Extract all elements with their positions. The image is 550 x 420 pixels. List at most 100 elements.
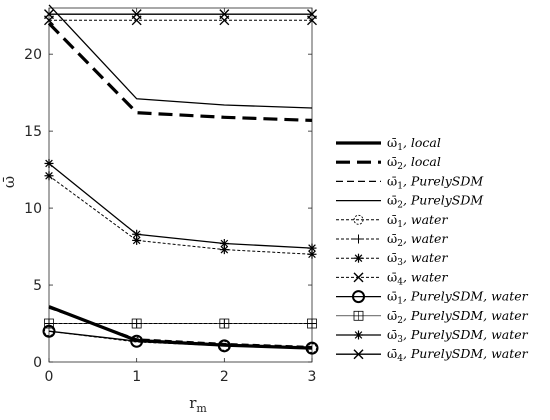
x-tick-label: 2 <box>220 369 229 385</box>
legend-entry: ω̄2, water <box>336 231 448 249</box>
marker-circle-dotted <box>353 214 364 225</box>
legend-entry: ω̄1, local <box>336 135 441 153</box>
series-8 <box>44 15 317 26</box>
legend-label-base: ω̄ <box>387 308 397 323</box>
legend-label-sub: 2 <box>397 201 403 211</box>
legend-label-tail: , water <box>403 212 449 227</box>
series-9 <box>42 324 319 355</box>
marker-circle <box>352 290 365 304</box>
legend-entry: ω̄3, water <box>336 250 448 268</box>
series-line <box>48 330 313 349</box>
marker-asterisk <box>220 245 229 254</box>
legend-label-base: ω̄ <box>387 193 397 208</box>
data-point <box>130 334 144 348</box>
legend-label: ω̄2, PurelySDM <box>387 193 484 211</box>
legend-label-tail: , PurelySDM <box>403 173 484 188</box>
data-point <box>305 341 319 355</box>
marker-asterisk <box>308 250 316 259</box>
data-point <box>44 318 54 329</box>
data-point <box>44 158 54 168</box>
series-3 <box>48 307 313 348</box>
series-1 <box>48 305 313 350</box>
x-axis-label: rm <box>189 394 207 415</box>
legend-label-sub: 4 <box>397 277 403 287</box>
legend-label: ω̄2, local <box>387 154 441 172</box>
legend-label: ω̄1, PurelySDM, water <box>387 289 529 307</box>
legend-entry: ω̄1, water <box>336 212 448 230</box>
legend-label-sub: 2 <box>397 239 403 249</box>
legend-label: ω̄1, PurelySDM <box>387 173 484 191</box>
plot-frame <box>48 7 313 363</box>
series-11 <box>44 158 317 253</box>
legend-label-tail: , local <box>403 154 441 169</box>
svg-text:rm: rm <box>189 394 207 415</box>
series-line <box>48 162 313 249</box>
legend-label-tail: , water <box>403 231 449 246</box>
legend-entry: ω̄1, PurelySDM <box>336 173 484 191</box>
data-point <box>219 318 230 329</box>
legend-entry: ω̄2, PurelySDM, water <box>336 308 529 326</box>
legend-entry: ω̄3, PurelySDM, water <box>336 327 529 345</box>
legend-label-base: ω̄ <box>387 346 397 361</box>
y-tick-label: 5 <box>33 278 42 294</box>
series-line <box>48 175 313 255</box>
legend-label-sub: 3 <box>397 258 403 268</box>
marker-asterisk <box>45 171 53 180</box>
y-tick-label: 20 <box>24 47 42 63</box>
data-point <box>219 238 229 248</box>
marker-asterisk <box>132 230 141 239</box>
legend-entry: ω̄4, water <box>336 269 448 287</box>
series-10 <box>44 318 317 329</box>
series-line <box>48 4 313 109</box>
data-point <box>131 9 142 20</box>
legend-entry: ω̄1, PurelySDM, water <box>336 289 529 307</box>
legend-label: ω̄1, water <box>387 212 448 230</box>
marker-asterisk <box>132 236 141 245</box>
marker-circle <box>130 334 144 348</box>
legend-label-sub: 1 <box>397 143 403 153</box>
legend-label: ω̄3, PurelySDM, water <box>387 327 529 345</box>
data-point <box>44 9 54 20</box>
legend-label-base: ω̄ <box>387 289 397 304</box>
legend-label-tail: , PurelySDM <box>403 193 484 208</box>
marker-x <box>353 272 364 283</box>
data-point <box>217 339 231 353</box>
legend-label-sub: 3 <box>397 335 403 345</box>
marker-asterisk <box>220 239 229 248</box>
legend-label-sub: 2 <box>397 162 403 172</box>
legend-label-tail: , local <box>403 135 441 150</box>
legend-label-base: ω̄ <box>387 173 397 188</box>
x-axis-label-sub: m <box>196 402 207 415</box>
legend-label-sub: 1 <box>397 181 403 191</box>
y-axis-label: ω̄ <box>0 176 18 188</box>
y-tick-label: 10 <box>24 201 42 217</box>
legend-entry: ω̄2, PurelySDM <box>336 193 484 211</box>
marker-x <box>219 9 230 20</box>
marker-asterisk <box>354 331 363 339</box>
marker-x <box>44 9 54 20</box>
y-tick-label: 15 <box>24 124 42 140</box>
legend-label-base: ω̄ <box>387 250 397 265</box>
data-point <box>44 171 54 181</box>
series-line <box>48 305 313 350</box>
data-point <box>131 318 142 329</box>
marker-x <box>353 349 364 360</box>
marker-circle <box>217 339 231 353</box>
marker-x <box>307 9 317 20</box>
data-point <box>307 9 317 20</box>
marker-asterisk <box>308 244 316 252</box>
y-axis-label-text: ω̄ <box>0 176 18 188</box>
axes: 0 1 2 3 0 5 10 15 20 <box>24 7 316 385</box>
legend-label-base: ω̄ <box>387 269 397 284</box>
legend-label-base: ω̄ <box>387 327 397 342</box>
series-5 <box>44 326 317 354</box>
data-point <box>307 243 317 253</box>
legend-entry: ω̄2, local <box>336 154 441 172</box>
legend-label-tail: , PurelySDM, water <box>403 289 529 304</box>
legend-label-tail: , water <box>403 269 449 284</box>
y-tick-label: 0 <box>33 355 42 371</box>
data-point <box>132 229 142 239</box>
series-4 <box>48 4 313 109</box>
legend-label-base: ω̄ <box>387 231 397 246</box>
